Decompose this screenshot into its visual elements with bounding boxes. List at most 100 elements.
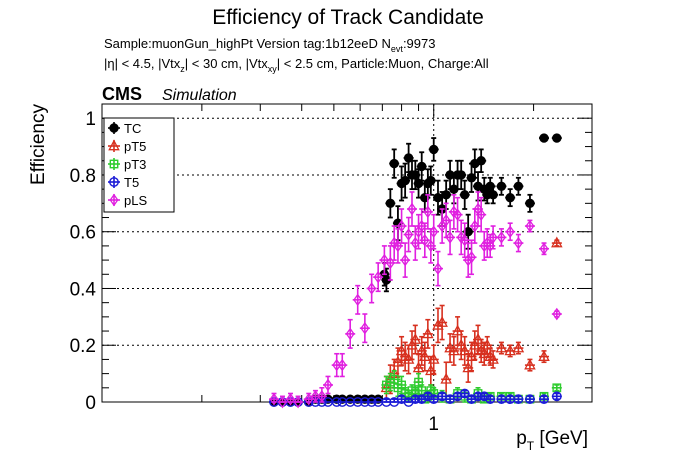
data-point: [476, 208, 486, 222]
data-point: [404, 228, 414, 241]
data-point: [460, 233, 470, 247]
data-point: [524, 358, 536, 370]
data-point: [432, 318, 444, 330]
data-point: [436, 315, 448, 327]
data-point: [513, 236, 523, 250]
legend: TC pT5 pT3 T5 pLS: [103, 117, 175, 213]
data-point: [552, 133, 562, 143]
data-point: [538, 349, 550, 361]
data-point: [428, 394, 439, 405]
data-point: [409, 332, 422, 344]
axes-ticks: 0 0.2 0.4 0.6 0.8 1 1: [70, 104, 593, 435]
data-point: [469, 338, 481, 350]
data-point: [412, 361, 425, 373]
data-point: [277, 395, 287, 409]
y-tick-label: 0: [85, 393, 96, 414]
data-point: [417, 161, 427, 172]
data-point: [419, 349, 431, 361]
legend-label: T5: [124, 175, 139, 190]
data-point: [345, 327, 355, 341]
x-label-p: p: [516, 428, 527, 449]
data-point: [410, 170, 421, 180]
data-point: [310, 390, 320, 403]
data-point: [385, 198, 396, 209]
data-point: [495, 341, 508, 353]
legend-label: pT3: [124, 157, 146, 172]
series-t5: [269, 388, 562, 407]
data-point: [433, 192, 443, 203]
data-point: [433, 262, 443, 275]
simulation-label: Simulation: [162, 87, 237, 104]
data-point: [397, 380, 406, 390]
data-marks: [269, 133, 563, 409]
subtitle-line2-p3: | < 2.5 cm, Particle:Muon, Charge:All: [277, 56, 489, 71]
data-point: [429, 144, 439, 155]
data-point: [525, 394, 535, 405]
chart-subtitle-line2: |η| < 4.5, |Vtxz| < 30 cm, |Vtxxy| < 2.5…: [104, 56, 489, 74]
data-point: [420, 233, 430, 247]
data-point: [487, 352, 499, 364]
data-point: [367, 282, 377, 295]
data-point: [465, 349, 478, 361]
data-point: [539, 242, 549, 256]
data-point: [459, 388, 470, 399]
x-label-rest: [GeV]: [534, 428, 588, 449]
legend-label: pLS: [124, 193, 147, 208]
data-point: [505, 192, 515, 203]
data-point: [460, 190, 470, 200]
data-point: [414, 377, 423, 387]
data-point: [539, 133, 549, 143]
data-point: [505, 225, 515, 239]
data-point: [285, 392, 295, 406]
data-point: [513, 394, 524, 405]
data-point: [353, 293, 363, 307]
legend-label: pT5: [124, 139, 146, 154]
data-point: [488, 190, 498, 200]
chart-title: Efficiency of Track Candidate: [212, 6, 484, 29]
data-point: [392, 355, 404, 367]
data-point: [525, 219, 535, 233]
subtitle-line2-s1: z: [180, 64, 185, 74]
data-point: [427, 352, 440, 364]
data-point: [455, 338, 467, 350]
subtitle-line1-suffix: :9973: [403, 36, 436, 51]
data-point: [481, 338, 494, 350]
data-point: [393, 239, 403, 253]
x-tick-label: 1: [428, 414, 439, 435]
legend-marker: [108, 139, 120, 151]
y-tick-label: 1: [85, 109, 96, 130]
data-point: [448, 344, 460, 356]
data-point: [317, 390, 327, 403]
subtitle-line2-p2: | < 30 cm, |Vtx: [185, 56, 268, 71]
data-point: [441, 214, 451, 227]
subtitle-line1-sub: evt: [391, 44, 404, 54]
data-point: [485, 394, 496, 405]
legend-label: TC: [124, 121, 141, 136]
data-point: [456, 170, 466, 180]
y-tick-label: 0.6: [70, 223, 96, 244]
data-point: [400, 253, 410, 267]
data-point: [539, 394, 549, 405]
data-point: [552, 307, 562, 321]
subtitle-line2-p1: |η| < 4.5, |Vtx: [104, 56, 181, 71]
data-point: [389, 158, 399, 169]
data-point: [407, 202, 417, 216]
y-tick-label: 0.4: [70, 279, 97, 300]
data-point: [463, 253, 473, 267]
data-point: [462, 361, 474, 373]
data-point: [496, 231, 506, 244]
y-tick-label: 0.8: [70, 166, 96, 187]
data-point: [512, 341, 525, 353]
legend-marker: [109, 177, 119, 187]
data-point: [304, 392, 314, 406]
data-point: [513, 181, 524, 192]
cms-label: CMS: [102, 84, 142, 104]
data-point: [373, 270, 383, 284]
plot-frame: [101, 103, 593, 403]
data-point: [389, 236, 399, 250]
legend-marker: [109, 193, 119, 207]
data-point: [395, 344, 408, 356]
data-point: [441, 190, 451, 200]
data-point: [397, 219, 407, 233]
